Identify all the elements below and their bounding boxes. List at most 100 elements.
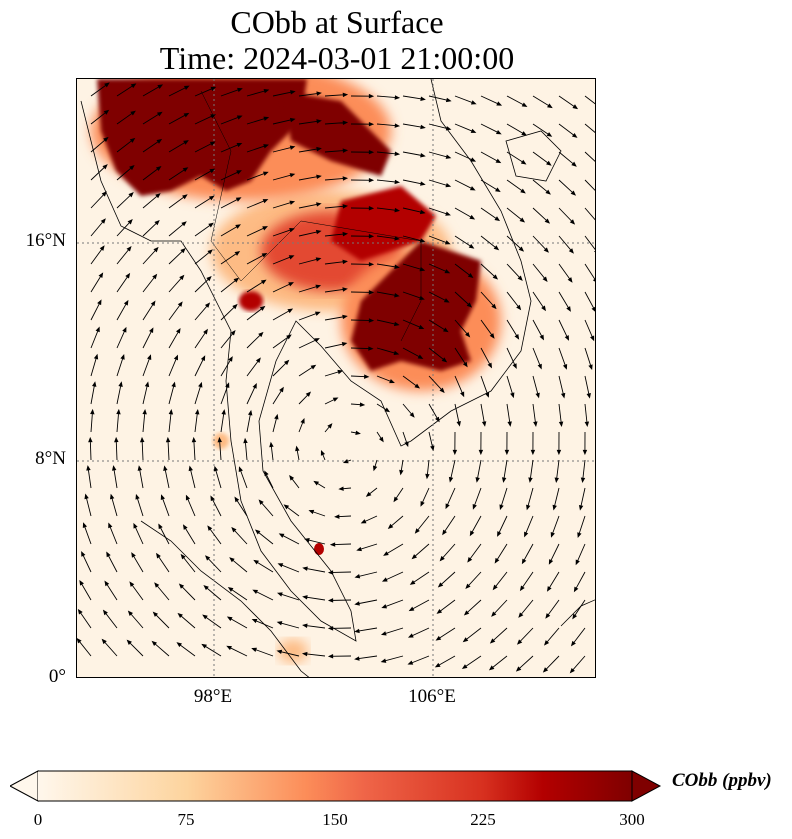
wind-arrow: [142, 220, 160, 237]
wind-arrow: [108, 522, 118, 545]
wind-arrow: [376, 95, 401, 100]
wind-arrow: [226, 645, 248, 657]
wind-arrow: [246, 199, 269, 209]
wind-arrow: [168, 221, 187, 237]
wind-arrow: [480, 151, 502, 164]
wind-arrow: [220, 356, 233, 377]
wind-arrow: [372, 459, 378, 472]
colorbar-tick-75: 75: [177, 810, 195, 829]
wind-arrow: [142, 111, 163, 125]
wind-arrow: [480, 347, 493, 369]
wind-arrow: [168, 381, 176, 405]
wind-arrow: [499, 487, 508, 511]
wind-arrow: [168, 301, 183, 321]
wind-arrow: [407, 627, 430, 638]
wind-arrow: [376, 207, 400, 213]
wind-arrow: [480, 179, 501, 193]
wind-arrow: [283, 504, 300, 517]
wind-arrow: [506, 123, 527, 136]
wind-arrow: [578, 487, 586, 511]
colorbar-tick-0: 0: [33, 810, 43, 829]
wind-arrow: [376, 431, 384, 443]
wind-arrow: [342, 459, 352, 464]
wind-arrow: [454, 403, 461, 427]
wind-arrow: [220, 330, 236, 349]
wind-arrow: [454, 235, 475, 249]
wind-arrow: [506, 235, 525, 252]
wind-arrow: [168, 112, 190, 125]
wind-arrow: [376, 375, 395, 384]
wind-arrow: [127, 610, 144, 629]
wind-arrow: [584, 151, 595, 162]
wind-arrow: [546, 571, 560, 592]
wind-arrow: [350, 262, 375, 267]
wind-arrow: [480, 375, 490, 398]
wind-arrow: [272, 386, 284, 405]
wind-arrow: [454, 319, 471, 338]
wind-arrow: [402, 403, 415, 418]
wind-arrow: [203, 585, 222, 601]
wind-arrow: [302, 566, 326, 573]
wind-arrow: [478, 431, 484, 456]
wind-arrow: [469, 515, 482, 537]
wind-arrow: [524, 515, 534, 538]
wind-arrow: [229, 557, 248, 573]
wind-arrow: [354, 571, 378, 579]
wind-arrow: [462, 627, 482, 643]
wind-arrow: [90, 381, 97, 405]
coastlines: [80, 79, 595, 677]
lat-tick-8n: 8°N: [35, 448, 66, 469]
wind-arrow: [246, 253, 268, 265]
wind-arrow: [437, 571, 456, 588]
lon-tick-106e: 106°E: [408, 686, 456, 707]
wind-arrow: [194, 381, 203, 405]
wind-arrow: [402, 123, 426, 130]
wind-arrow: [324, 204, 349, 209]
wind-arrow: [298, 146, 322, 153]
wind-arrow: [376, 263, 400, 269]
wind-arrow: [142, 408, 147, 433]
plot-title-line1: CObb at Surface: [230, 4, 444, 40]
wind-arrow: [272, 173, 296, 181]
wind-arrow: [516, 627, 534, 645]
wind-arrow: [133, 522, 144, 545]
wind-arrow: [376, 347, 400, 356]
wind-arrow: [168, 140, 189, 153]
wind-arrow: [220, 303, 238, 321]
wind-arrow: [558, 95, 579, 110]
wind-arrow: [234, 496, 248, 517]
wind-arrow: [246, 144, 269, 153]
wind-arrow: [558, 375, 566, 399]
wind-arrow: [226, 616, 248, 629]
wind-arrow: [220, 409, 226, 433]
wind-arrow: [558, 207, 576, 225]
wind-vectors: [77, 82, 595, 674]
wind-arrow: [402, 179, 426, 186]
wind-arrow: [272, 255, 295, 265]
wind-arrow: [82, 522, 92, 545]
wind-arrow: [154, 582, 170, 601]
wind-arrow: [142, 273, 158, 293]
wind-arrow: [135, 493, 144, 517]
wind-arrow: [584, 95, 595, 105]
wind-arrow: [407, 655, 430, 665]
wind-arrow: [106, 551, 118, 573]
wind-arrow: [272, 117, 296, 125]
wind-arrow: [90, 191, 107, 209]
wind-arrow: [558, 291, 571, 312]
wind-arrow: [380, 655, 404, 663]
wind-arrow: [142, 354, 152, 377]
wind-arrow: [116, 164, 135, 181]
wind-arrow: [558, 179, 577, 196]
colorbar-extend-min: [10, 770, 39, 802]
wind-arrow: [569, 655, 586, 674]
wind-arrow: [251, 647, 274, 657]
wind-arrow: [90, 353, 99, 377]
wind-arrow: [116, 137, 136, 153]
wind-arrow: [558, 123, 578, 138]
wind-arrow: [350, 402, 366, 407]
wind-arrow: [584, 347, 593, 371]
wind-arrow: [480, 263, 499, 280]
wind-arrow: [376, 319, 400, 327]
wind-arrow: [454, 207, 476, 220]
